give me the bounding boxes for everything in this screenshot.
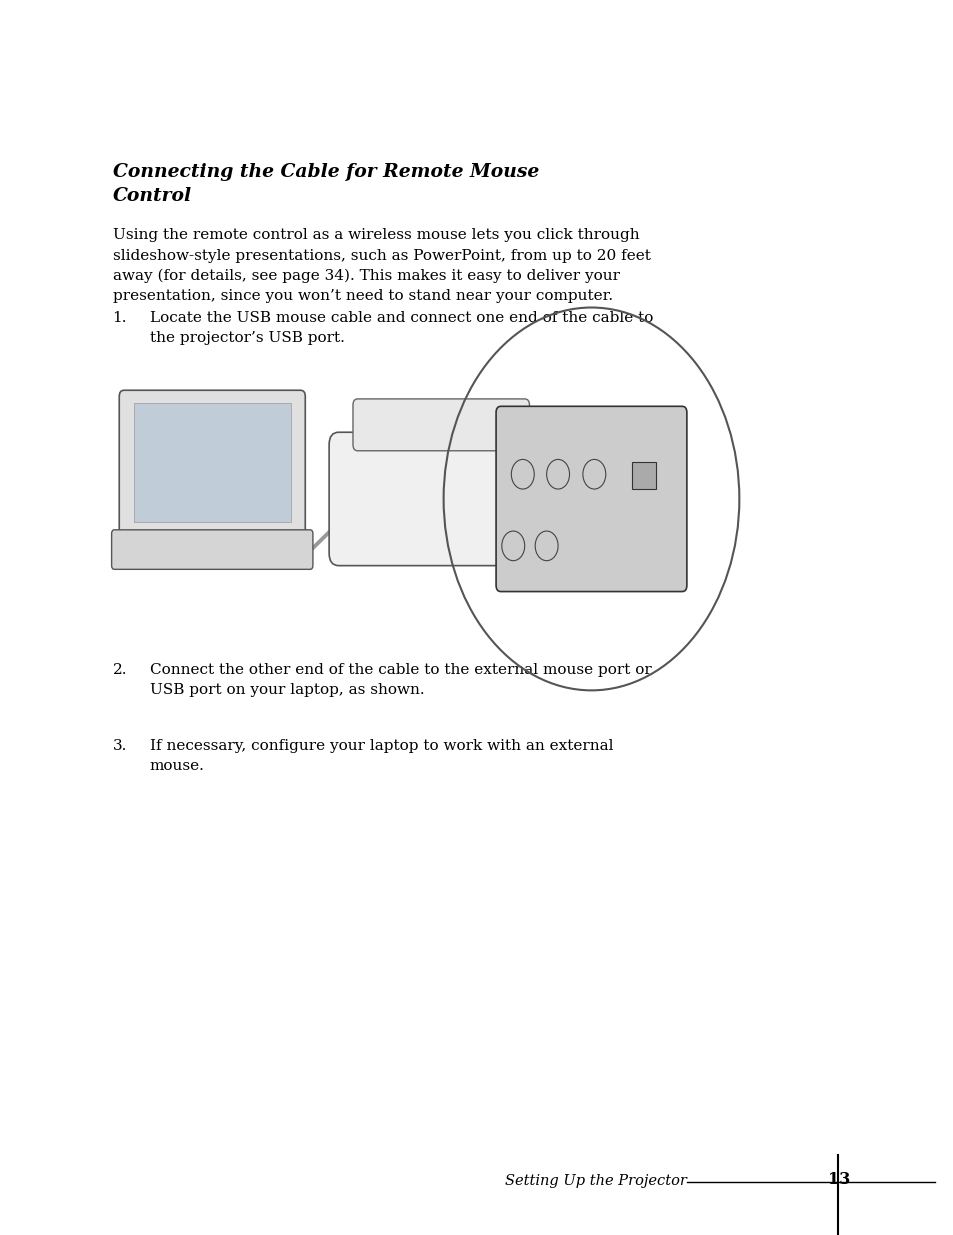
Text: 13: 13 (827, 1171, 849, 1188)
Text: 1.: 1. (112, 311, 127, 325)
Text: Computer/
Component Video: Computer/ Component Video (513, 437, 561, 448)
Text: Setting Up the Projector: Setting Up the Projector (504, 1174, 686, 1188)
Text: Audio1: Audio1 (507, 506, 525, 511)
Text: 2.: 2. (112, 663, 127, 677)
Text: Locate the USB mouse cable and connect one end of the cable to
the projector’s U: Locate the USB mouse cable and connect o… (150, 311, 653, 346)
Text: Control
(RS-232C): Control (RS-232C) (627, 506, 652, 517)
Text: Connecting the Cable for Remote Mouse
Control: Connecting the Cable for Remote Mouse Co… (112, 163, 538, 205)
Text: If necessary, configure your laptop to work with an external
mouse.: If necessary, configure your laptop to w… (150, 739, 613, 773)
FancyBboxPatch shape (353, 399, 529, 451)
Text: Using the remote control as a wireless mouse lets you click through
slideshow-st: Using the remote control as a wireless m… (112, 228, 650, 304)
FancyBboxPatch shape (496, 406, 686, 592)
Text: 3.: 3. (112, 739, 127, 752)
Text: Video: Video (631, 431, 646, 436)
FancyBboxPatch shape (329, 432, 553, 566)
FancyBboxPatch shape (112, 530, 313, 569)
Text: Connect the other end of the cable to the external mouse port or
USB port on you: Connect the other end of the cable to th… (150, 663, 651, 698)
Bar (133, 403, 291, 522)
Text: S-Video: S-Video (579, 431, 599, 436)
Text: L+: L+ (545, 506, 553, 511)
Bar (631, 462, 656, 489)
FancyBboxPatch shape (119, 390, 305, 545)
